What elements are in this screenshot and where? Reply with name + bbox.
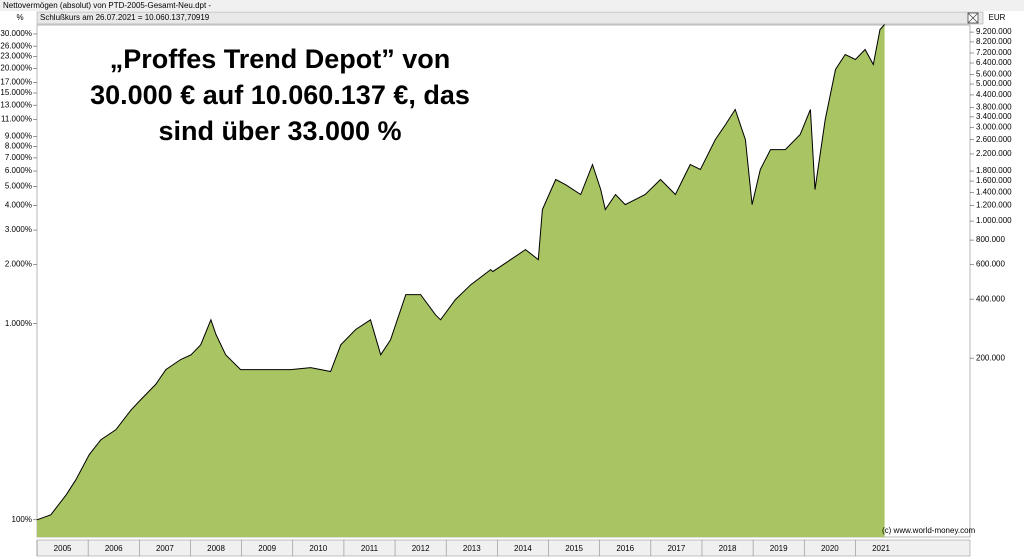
area — [37, 24, 885, 537]
window-title: Nettovermögen (absolut) von PTD-2005-Ges… — [3, 1, 211, 10]
y2-tick-label: 9.000% — [5, 132, 32, 141]
y2-tick-label: 100% — [12, 515, 32, 524]
close-cross — [967, 12, 979, 24]
y2-tick-label: 30.000% — [0, 29, 32, 38]
y-tick-label: 2.200.000 — [976, 149, 1012, 158]
x-tick-label: 2020 — [821, 544, 839, 553]
x-tick-label: 2013 — [463, 544, 481, 553]
window-title-bar — [0, 0, 1024, 11]
y2-tick-label: 5.000% — [5, 182, 32, 191]
y-tick-label: 800.000 — [976, 235, 1005, 244]
x-tick-label: 2007 — [156, 544, 174, 553]
y-tick-label: 3.000.000 — [976, 123, 1012, 132]
y-tick-label: 600.000 — [976, 260, 1005, 269]
y2-tick-label: 8.000% — [5, 142, 32, 151]
y2-tick-label: 6.000% — [5, 166, 32, 175]
y-tick-label: 7.200.000 — [976, 48, 1012, 57]
y-tick-label: 1.200.000 — [976, 201, 1012, 210]
y2-tick-label: 11.000% — [1, 115, 32, 124]
x-tick-label: 2012 — [412, 544, 430, 553]
x-tick-label: 2019 — [770, 544, 788, 553]
y2-tick-label: 20.000% — [0, 64, 32, 73]
header-bar — [36, 11, 984, 25]
y2-tick-label: 2.000% — [5, 260, 32, 269]
x-tick-label: 2010 — [309, 544, 327, 553]
x-tick-label: 2006 — [105, 544, 123, 553]
y-tick-label: 9.200.000 — [976, 27, 1012, 36]
y-tick-label: 6.400.000 — [976, 58, 1012, 67]
y2-tick-label: 4.000% — [5, 201, 32, 210]
y-tick-label: 3.400.000 — [976, 112, 1012, 121]
x-tick-label: 2015 — [565, 544, 583, 553]
y2-tick-label: 23.000% — [0, 52, 32, 61]
y2-axis-unit: % — [16, 13, 23, 22]
copyright: (c) www.world-money.com — [882, 526, 976, 535]
x-tick-label: 2016 — [616, 544, 634, 553]
y-tick-label: 400.000 — [976, 294, 1005, 303]
annotation: „Proffes Trend Depot” von — [110, 44, 451, 74]
y-tick-label: 1.000.000 — [976, 216, 1012, 225]
y2-tick-label: 26.000% — [0, 41, 32, 50]
y-tick-label: 4.400.000 — [976, 90, 1012, 99]
y-tick-label: 5.600.000 — [976, 69, 1012, 78]
y-tick-label: 1.800.000 — [976, 166, 1012, 175]
y-tick-label: 5.000.000 — [976, 79, 1012, 88]
y-tick-label: 3.800.000 — [976, 103, 1012, 112]
y-tick-label: 1.400.000 — [976, 188, 1012, 197]
y2-tick-label: 7.000% — [5, 153, 32, 162]
x-tick-label: 2017 — [667, 544, 685, 553]
x-tick-label: 2018 — [719, 544, 737, 553]
close-button[interactable] — [967, 12, 979, 24]
y-axis-unit: EUR — [989, 13, 1006, 22]
subtitle: Schlußkurs am 26.07.2021 = 10.060.137,70… — [40, 13, 210, 22]
y2-tick-label: 3.000% — [5, 225, 32, 234]
y2-tick-label: 15.000% — [0, 88, 32, 97]
annotation: 30.000 € auf 10.060.137 €, das — [90, 80, 470, 110]
line — [36, 24, 885, 521]
x-tick-label: 2009 — [258, 544, 276, 553]
y-tick-label: 200.000 — [976, 353, 1005, 362]
x-tick-label: 2014 — [514, 544, 532, 553]
x-tick-label: 2011 — [361, 544, 379, 553]
x-tick-label: 2021 — [872, 544, 890, 553]
x-tick-label: 2008 — [207, 544, 225, 553]
y-tick-label: 2.600.000 — [976, 135, 1012, 144]
annotation: sind über 33.000 % — [158, 116, 401, 146]
y2-tick-label: 13.000% — [0, 100, 32, 109]
y2-tick-label: 17.000% — [0, 77, 32, 86]
x-tick-label: 2005 — [54, 544, 72, 553]
y2-tick-label: 1.000% — [5, 319, 32, 328]
y-tick-label: 1.600.000 — [976, 176, 1012, 185]
plot — [36, 24, 885, 537]
y-tick-label: 8.200.000 — [976, 37, 1012, 46]
